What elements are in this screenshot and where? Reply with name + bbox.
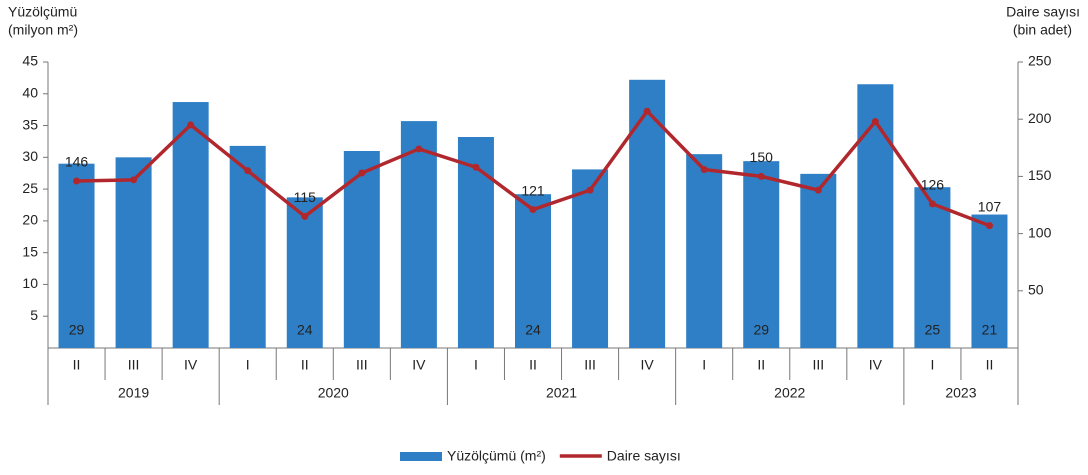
legend-label: Yüzölçümü (m²) [447,448,546,464]
line-point [73,177,81,185]
x-tick-label: III [356,357,368,373]
year-label: 2020 [318,385,349,401]
line-point [130,176,138,184]
year-label: 2021 [546,385,577,401]
legend-swatch [400,452,442,461]
x-tick-label: IV [641,357,655,373]
line-point [757,172,765,180]
line-point [985,222,993,230]
y-tick-label: 30 [22,148,38,164]
line-point [358,169,366,177]
x-tick-label: I [930,357,934,373]
bar [400,121,437,349]
y2-tick-label: 50 [1028,282,1044,298]
legend-label: Daire sayısı [607,448,681,464]
y-tick-label: 5 [30,307,38,323]
line-value-label: 146 [65,154,89,170]
line-point [529,206,537,214]
x-tick-label: III [128,357,140,373]
bar [229,145,266,348]
line-point [586,186,594,194]
y-axis-title: Yüzölçümü [8,4,77,20]
bar [457,136,494,348]
line-value-label: 115 [294,189,317,205]
y2-axis-title: Daire sayısı [1006,4,1080,20]
line-point [244,167,252,175]
y2-tick-label: 100 [1028,224,1052,240]
bar [286,197,323,348]
line-point [301,212,309,220]
bar-value-label: 29 [69,322,85,338]
line-point [928,200,936,208]
line-point [871,117,879,125]
bar-value-label: 29 [753,322,769,338]
line-value-label: 121 [521,182,545,198]
bar [800,173,837,348]
line-point [415,145,423,153]
bar [914,187,951,348]
line-value-label: 126 [921,177,945,193]
bar [515,194,551,348]
y-tick-label: 10 [22,275,38,291]
y-tick-label: 25 [22,180,38,196]
bar-value-label: 25 [925,322,941,338]
bar [172,102,209,348]
x-tick-label: II [986,357,994,373]
line-value-label: 107 [978,198,1002,214]
bar [572,169,609,348]
x-tick-label: I [702,357,706,373]
bar [686,154,723,348]
line-point [187,121,195,129]
x-tick-label: II [529,357,537,373]
x-tick-label: I [246,357,250,373]
year-label: 2019 [118,385,149,401]
x-tick-label: II [757,357,765,373]
bar [58,163,95,348]
bar [629,79,666,348]
y-tick-label: 15 [22,243,38,259]
line-point [643,107,651,115]
x-tick-label: I [474,357,478,373]
year-label: 2023 [945,385,976,401]
y-axis-title: (milyon m²) [8,22,78,38]
line-point [814,186,822,194]
y2-tick-label: 150 [1028,167,1052,183]
year-label: 2022 [774,385,805,401]
y2-axis-title: (bin adet) [1013,22,1072,38]
x-tick-label: IV [412,357,426,373]
bar [115,157,152,348]
y2-tick-label: 250 [1028,53,1052,69]
x-tick-label: II [73,357,81,373]
y-tick-label: 45 [22,53,38,69]
y-tick-label: 20 [22,212,38,228]
x-tick-label: III [812,357,824,373]
bar [971,214,1008,348]
x-tick-label: III [584,357,596,373]
line-point [700,166,708,174]
bar [857,84,894,348]
y-tick-label: 35 [22,116,38,132]
x-tick-label: IV [184,357,198,373]
x-tick-label: IV [869,357,883,373]
y-tick-label: 40 [22,84,38,100]
line-point [472,163,480,171]
bar-value-label: 21 [982,322,998,338]
bar-value-label: 24 [525,322,541,338]
line-value-label: 150 [750,149,774,165]
bar [743,161,780,348]
bar-value-label: 24 [297,322,313,338]
y2-tick-label: 200 [1028,110,1052,126]
x-tick-label: II [301,357,309,373]
